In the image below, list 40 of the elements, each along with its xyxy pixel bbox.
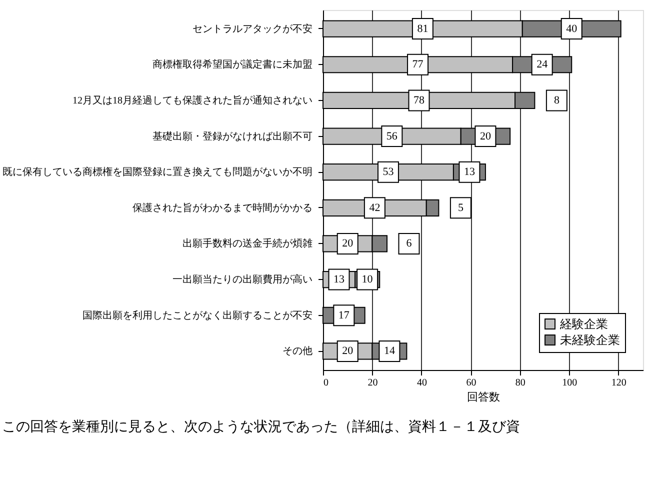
data-label: 56 bbox=[386, 130, 398, 142]
data-label: 20 bbox=[342, 345, 354, 358]
y-tick-label: 国際出願を利用したことがなく出願することが不安 bbox=[82, 309, 312, 322]
y-tick-label: 保護された旨がわかるまで時間がかかる bbox=[132, 202, 312, 214]
y-tick-label: 既に保有している商標権を国際登録に置き換えても問題がないか不明 bbox=[2, 166, 312, 178]
data-label: 77 bbox=[412, 58, 424, 71]
data-label: 6 bbox=[406, 238, 412, 250]
y-tick-label: その他 bbox=[282, 345, 312, 358]
x-axis-title: 回答数 bbox=[467, 392, 500, 404]
y-tick-label: セントラルアタックが不安 bbox=[192, 22, 312, 35]
y-tick-label: 基礎出願・登録がなければ出願不可 bbox=[152, 130, 312, 142]
x-tick-label: 60 bbox=[466, 378, 476, 388]
data-label: 10 bbox=[362, 274, 374, 286]
y-tick-label: 商標権取得希望国が議定書に未加盟 bbox=[152, 58, 312, 71]
x-tick-label: 80 bbox=[515, 378, 526, 388]
y-tick-label: 一出願当たりの出願費用が高い bbox=[172, 274, 312, 286]
data-label: 13 bbox=[334, 274, 345, 286]
x-tick-label: 100 bbox=[562, 378, 578, 388]
data-label: 24 bbox=[536, 58, 548, 71]
x-tick-label: 20 bbox=[368, 378, 378, 388]
data-label: 78 bbox=[414, 94, 425, 106]
data-label: 40 bbox=[566, 22, 578, 35]
data-label: 20 bbox=[480, 130, 492, 142]
data-label: 5 bbox=[458, 202, 464, 214]
data-label: 20 bbox=[342, 238, 354, 250]
y-tick-label: 出願手数料の送金手続が煩雑 bbox=[182, 238, 312, 250]
legend-label: 経験企業 bbox=[559, 317, 608, 331]
data-label: 53 bbox=[382, 166, 394, 178]
x-tick-label: 0 bbox=[324, 378, 328, 388]
data-label: 81 bbox=[417, 22, 428, 35]
data-label: 17 bbox=[338, 309, 350, 322]
legend-label: 未経験企業 bbox=[560, 333, 620, 347]
y-tick-label: 12月又は18月経過しても保護された旨が通知されない bbox=[72, 94, 312, 106]
x-tick-label: 120 bbox=[611, 378, 626, 388]
text: この回答を業種別に見ると、次のような状況であった（詳細は、資料１－１及び資 bbox=[2, 419, 520, 435]
data-label: 13 bbox=[464, 166, 476, 178]
data-label: 14 bbox=[384, 345, 396, 358]
data-label: 8 bbox=[554, 94, 560, 106]
data-label: 42 bbox=[369, 202, 380, 214]
x-tick-label: 40 bbox=[416, 378, 427, 388]
